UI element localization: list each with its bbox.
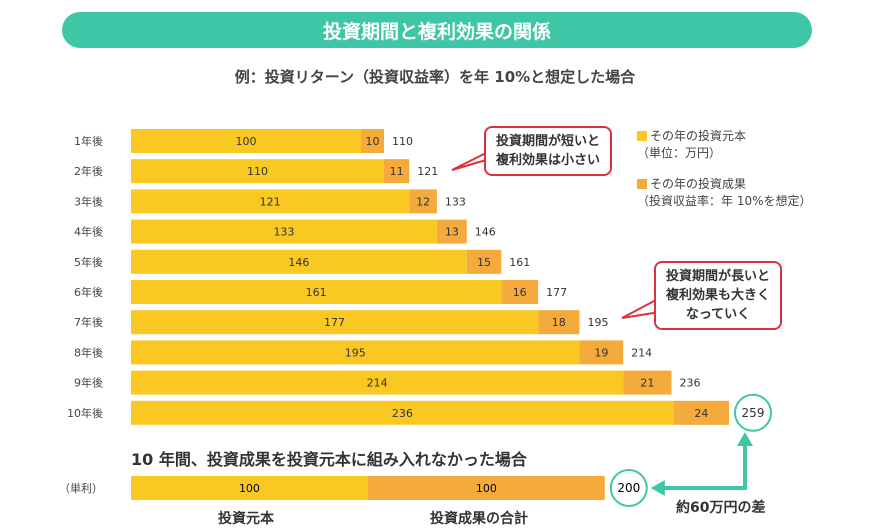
bar-return xyxy=(466,249,502,274)
bar-label: 13 xyxy=(445,226,459,239)
bar-label: 11 xyxy=(390,165,404,178)
bar-principal xyxy=(131,219,437,244)
bar-principal xyxy=(131,280,502,304)
total-circle xyxy=(734,393,772,432)
bar-label: 195 xyxy=(345,346,366,359)
total-label: 161 xyxy=(509,256,530,269)
legend-item-principal: その年の投資元本 （単位：万円） xyxy=(637,128,746,162)
legend-swatch xyxy=(637,179,647,189)
total-circle xyxy=(609,469,648,507)
chart-title: 投資期間と複利効果の関係 xyxy=(62,12,812,48)
bar-label: 214 xyxy=(367,377,388,390)
legend-label: その年の投資元本 xyxy=(650,129,747,143)
total-label: 133 xyxy=(445,195,466,208)
category-label: 8年後 xyxy=(74,345,103,359)
bar-principal xyxy=(131,249,467,274)
bar-label: 146 xyxy=(288,256,309,269)
total-label: 177 xyxy=(546,286,567,299)
total-label: 121 xyxy=(417,165,438,178)
total-label: 195 xyxy=(588,316,609,329)
bar-label: 121 xyxy=(260,195,281,208)
category-label: 10年後 xyxy=(67,406,103,420)
bar-label: 18 xyxy=(552,316,566,329)
bar-return xyxy=(538,310,580,335)
bar-return xyxy=(623,370,672,395)
bar-return xyxy=(361,129,384,153)
total-label: 146 xyxy=(475,226,496,239)
callout-short-term: 投資期間が短いと 複利効果は小さい xyxy=(484,126,613,176)
legend-label: その年の投資成果 xyxy=(650,177,747,191)
bar-simple-principal xyxy=(131,476,368,500)
category-label: 1年後 xyxy=(74,134,103,148)
bar-label: 133 xyxy=(273,226,294,239)
category-label: （単利） xyxy=(59,481,103,495)
simple-interest-title: 10 年間、投資成果を投資元本に組み入れなかった場合 xyxy=(131,450,527,469)
callout-long-term: 投資期間が長いと 複利効果も大きく なっていく xyxy=(654,261,783,330)
total-label: 110 xyxy=(392,135,413,148)
total-label: 214 xyxy=(631,346,652,359)
bar-label: 100 xyxy=(236,135,257,148)
bar-label: 15 xyxy=(477,256,491,269)
bar-label: 24 xyxy=(694,407,708,420)
bar-simple-return xyxy=(367,476,605,500)
total-label: 200 xyxy=(617,481,640,495)
simple-label-principal: 投資元本 xyxy=(218,511,274,527)
arrow-head-up xyxy=(737,432,753,446)
bar-principal xyxy=(131,189,410,214)
bar-label: 161 xyxy=(306,286,327,299)
category-label: 4年後 xyxy=(74,225,103,239)
bar-principal xyxy=(131,159,384,184)
legend-note: （投資収益率：年 10%を想定） xyxy=(637,194,812,208)
bar-return xyxy=(579,340,624,365)
bar-label: 10 xyxy=(366,135,380,148)
category-label: 3年後 xyxy=(74,194,103,208)
category-label: 2年後 xyxy=(74,164,103,178)
bar-label: 236 xyxy=(392,407,413,420)
legend-swatch xyxy=(637,131,647,141)
bar-return xyxy=(501,280,539,304)
bar-return xyxy=(409,189,437,214)
bar-principal xyxy=(131,129,361,153)
bar-label: 177 xyxy=(324,316,345,329)
bar-label: 21 xyxy=(640,377,654,390)
bar-label: 19 xyxy=(594,346,608,359)
bar-return xyxy=(384,159,410,184)
difference-label: 約60万円の差 xyxy=(676,500,766,516)
bar-label: 100 xyxy=(239,482,260,495)
bar-return xyxy=(673,400,729,425)
chart-subtitle: 例：投資リターン（投資収益率）を年 10%と想定した場合 xyxy=(234,68,636,86)
bar-principal xyxy=(131,310,539,335)
bar-label: 16 xyxy=(513,286,527,299)
category-label: 5年後 xyxy=(74,255,103,269)
bar-label: 110 xyxy=(247,165,268,178)
total-label: 236 xyxy=(680,377,701,390)
total-label: 259 xyxy=(742,406,765,420)
bar-label: 100 xyxy=(476,482,497,495)
bar-principal xyxy=(131,400,674,425)
category-label: 9年後 xyxy=(74,376,103,390)
bar-label: 12 xyxy=(416,195,430,208)
category-label: 6年後 xyxy=(74,285,103,299)
bar-principal xyxy=(131,340,580,365)
bar-return xyxy=(436,219,467,244)
category-label: 7年後 xyxy=(74,315,103,329)
arrow-head-left xyxy=(650,480,665,496)
simple-label-returns: 投資成果の合計 xyxy=(430,511,528,527)
legend-item-return: その年の投資成果 （投資収益率：年 10%を想定） xyxy=(637,176,812,210)
difference-arrow xyxy=(662,440,747,490)
bar-principal xyxy=(131,370,624,395)
legend-note: （単位：万円） xyxy=(637,146,722,160)
